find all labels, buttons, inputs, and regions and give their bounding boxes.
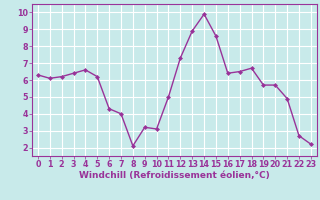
X-axis label: Windchill (Refroidissement éolien,°C): Windchill (Refroidissement éolien,°C): [79, 171, 270, 180]
